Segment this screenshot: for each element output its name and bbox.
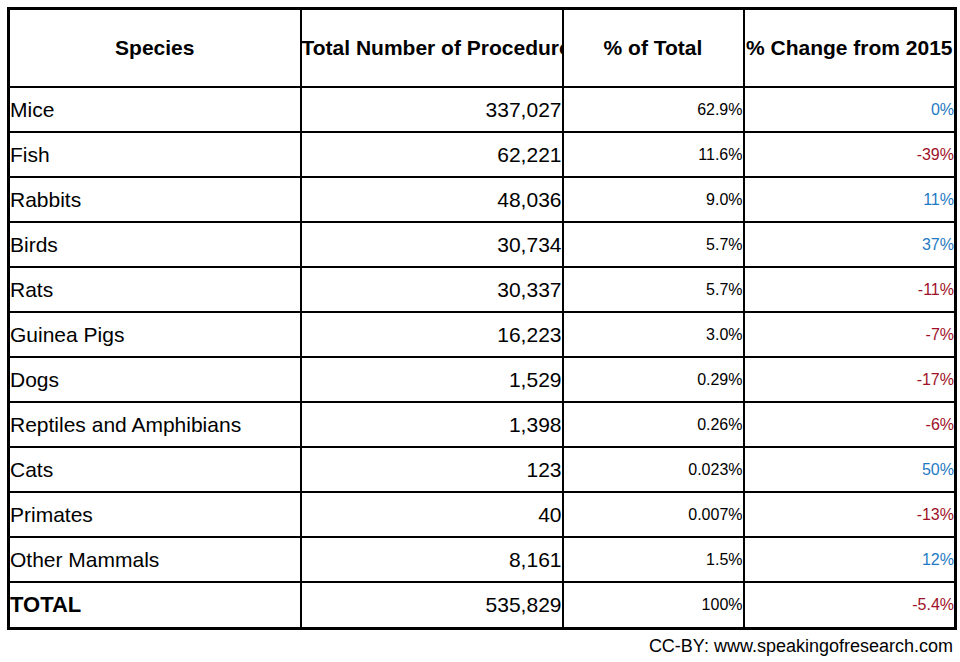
procedures-cell: 62,221 [301, 132, 563, 177]
pct-change-cell: 0% [744, 87, 956, 132]
total-label-cell: TOTAL [9, 582, 301, 628]
pct-total-cell: 0.007% [563, 492, 744, 537]
pct-change-cell: 37% [744, 222, 956, 267]
table-row-dogs: Dogs 1,529 0.29% -17% [9, 357, 956, 402]
species-cell: Cats [9, 447, 301, 492]
pct-total-cell: 1.5% [563, 537, 744, 582]
species-cell: Birds [9, 222, 301, 267]
pct-change-cell: -7% [744, 312, 956, 357]
pct-change-cell: -6% [744, 402, 956, 447]
procedures-cell: 1,529 [301, 357, 563, 402]
pct-total-cell: 9.0% [563, 177, 744, 222]
column-header-pct-change: % Change from 2015 [744, 9, 956, 88]
pct-total-cell: 0.29% [563, 357, 744, 402]
species-cell: Mice [9, 87, 301, 132]
total-pct-change-cell: -5.4% [744, 582, 956, 628]
table-row-fish: Fish 62,221 11.6% -39% [9, 132, 956, 177]
table-row-rats: Rats 30,337 5.7% -11% [9, 267, 956, 312]
procedures-cell: 48,036 [301, 177, 563, 222]
procedures-cell: 40 [301, 492, 563, 537]
table-row-cats: Cats 123 0.023% 50% [9, 447, 956, 492]
pct-change-cell: 12% [744, 537, 956, 582]
pct-total-cell: 11.6% [563, 132, 744, 177]
procedures-cell: 8,161 [301, 537, 563, 582]
column-header-procedures: Total Number of Procedures [301, 9, 563, 88]
procedures-cell: 1,398 [301, 402, 563, 447]
pct-total-cell: 5.7% [563, 267, 744, 312]
pct-change-cell: -17% [744, 357, 956, 402]
pct-total-cell: 0.26% [563, 402, 744, 447]
table-row-other-mammals: Other Mammals 8,161 1.5% 12% [9, 537, 956, 582]
species-cell: Fish [9, 132, 301, 177]
page: Species Total Number of Procedures % of … [0, 0, 960, 662]
procedures-cell: 16,223 [301, 312, 563, 357]
table-row-total: TOTAL 535,829 100% -5.4% [9, 582, 956, 628]
total-procedures-cell: 535,829 [301, 582, 563, 628]
table-row-primates: Primates 40 0.007% -13% [9, 492, 956, 537]
table-row-birds: Birds 30,734 5.7% 37% [9, 222, 956, 267]
pct-change-cell: -39% [744, 132, 956, 177]
procedures-cell: 30,337 [301, 267, 563, 312]
total-pct-cell: 100% [563, 582, 744, 628]
species-cell: Guinea Pigs [9, 312, 301, 357]
column-header-species: Species [9, 9, 301, 88]
pct-change-cell: 50% [744, 447, 956, 492]
pct-total-cell: 3.0% [563, 312, 744, 357]
table-row-reptiles-amphibians: Reptiles and Amphibians 1,398 0.26% -6% [9, 402, 956, 447]
species-procedures-table: Species Total Number of Procedures % of … [7, 7, 957, 630]
attribution: CC-BY: www.speakingofresearch.com [649, 636, 953, 657]
column-header-pct-total: % of Total [563, 9, 744, 88]
pct-total-cell: 0.023% [563, 447, 744, 492]
species-cell: Dogs [9, 357, 301, 402]
procedures-cell: 123 [301, 447, 563, 492]
attribution-text: CC-BY: www.speakingofresearch.com [649, 636, 953, 656]
species-cell: Primates [9, 492, 301, 537]
species-cell: Rabbits [9, 177, 301, 222]
procedures-cell: 30,734 [301, 222, 563, 267]
pct-change-cell: -11% [744, 267, 956, 312]
species-cell: Other Mammals [9, 537, 301, 582]
species-cell: Reptiles and Amphibians [9, 402, 301, 447]
header-row: Species Total Number of Procedures % of … [9, 9, 956, 88]
procedures-cell: 337,027 [301, 87, 563, 132]
species-cell: Rats [9, 267, 301, 312]
table-row-guinea-pigs: Guinea Pigs 16,223 3.0% -7% [9, 312, 956, 357]
pct-total-cell: 5.7% [563, 222, 744, 267]
table-row-mice: Mice 337,027 62.9% 0% [9, 87, 956, 132]
pct-total-cell: 62.9% [563, 87, 744, 132]
pct-change-cell: 11% [744, 177, 956, 222]
pct-change-cell: -13% [744, 492, 956, 537]
table-row-rabbits: Rabbits 48,036 9.0% 11% [9, 177, 956, 222]
